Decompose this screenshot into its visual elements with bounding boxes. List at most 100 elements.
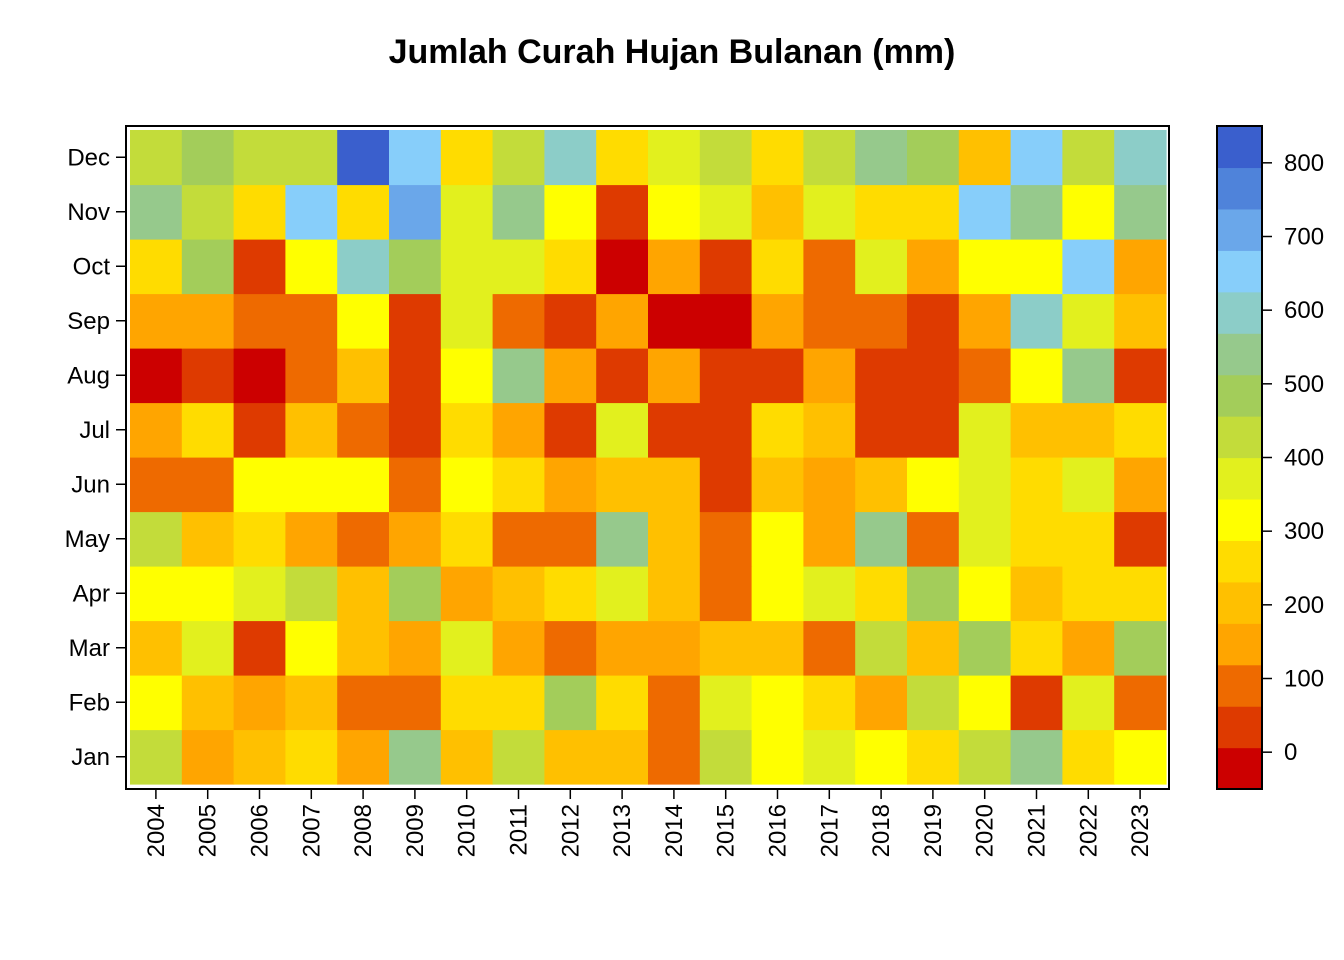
colorbar-tick-label-500: 500 bbox=[1284, 371, 1324, 398]
heatmap-cell-2005-jan bbox=[181, 729, 235, 785]
heatmap-cell-2005-mar bbox=[181, 620, 235, 676]
heatmap-cell-2012-aug bbox=[544, 348, 597, 404]
heatmap-cell-2013-apr bbox=[596, 566, 649, 622]
colorbar-swatch-8 bbox=[1217, 416, 1262, 459]
chart-title: Jumlah Curah Hujan Bulanan (mm) bbox=[389, 33, 956, 71]
heatmap-cell-2005-apr bbox=[181, 566, 235, 622]
colorbar-legend: 0 100 200 300 400 500 600 700 800 bbox=[1216, 125, 1324, 790]
heatmap-cell-2014-may bbox=[648, 511, 701, 567]
heatmap-cell-2019-aug bbox=[907, 348, 960, 404]
heatmap-cell-2015-mar bbox=[699, 620, 753, 676]
heatmap-cell-2017-aug bbox=[803, 348, 856, 404]
heatmap-cell-2014-nov bbox=[648, 184, 701, 240]
colorbar-tick-label-300: 300 bbox=[1284, 518, 1324, 545]
y-tick-label-sep: Sep bbox=[67, 308, 110, 335]
heatmap-cell-2016-nov bbox=[751, 184, 804, 240]
heatmap-cell-2005-nov bbox=[181, 184, 235, 240]
heatmap-cell-2014-sep bbox=[648, 293, 701, 349]
heatmap-cell-2009-jul bbox=[389, 402, 442, 458]
x-tick-label-2005: 2005 bbox=[195, 804, 222, 857]
heatmap-cell-2022-feb bbox=[1062, 675, 1115, 731]
heatmap-cell-2016-jun bbox=[751, 457, 804, 513]
heatmap-cell-2015-aug bbox=[699, 348, 753, 404]
colorbar-swatch-13 bbox=[1217, 208, 1262, 251]
heatmap-cell-2012-may bbox=[544, 511, 597, 567]
x-tick-label-2021: 2021 bbox=[1024, 804, 1051, 857]
heatmap-cell-2017-jun bbox=[803, 457, 856, 513]
heatmap-cell-2009-jan bbox=[389, 729, 442, 785]
heatmap-cell-2018-aug bbox=[855, 348, 908, 404]
heatmap-cell-2010-dec bbox=[440, 130, 494, 186]
x-tick-label-2009: 2009 bbox=[402, 804, 429, 857]
heatmap-cell-2005-may bbox=[181, 511, 235, 567]
y-tick-label-jun: Jun bbox=[71, 471, 110, 498]
y-axis: Jan Feb Mar Apr May Jun Jul Aug Sep Oct Nov Dec bbox=[65, 144, 126, 771]
heatmap-cell-2007-jul bbox=[285, 402, 338, 458]
heatmap-cell-2009-oct bbox=[389, 239, 442, 295]
heatmap-cell-2009-may bbox=[389, 511, 442, 567]
x-tick-label-2014: 2014 bbox=[661, 804, 688, 857]
heatmap-cell-2005-aug bbox=[181, 348, 235, 404]
heatmap-cell-2010-jan bbox=[440, 729, 494, 785]
heatmap-cell-2009-dec bbox=[389, 130, 442, 186]
heatmap-cell-2014-aug bbox=[648, 348, 701, 404]
heatmap-cell-2013-oct bbox=[596, 239, 649, 295]
x-tick-label-2018: 2018 bbox=[868, 804, 895, 857]
heatmap-cell-2022-nov bbox=[1062, 184, 1115, 240]
heatmap-cell-2021-may bbox=[1010, 511, 1063, 567]
x-axis: 2004 2005 2006 2007 2008 2009 2010 2011 2012 2013… bbox=[143, 789, 1154, 857]
heatmap-cell-2009-sep bbox=[389, 293, 442, 349]
colorbar-swatch-5 bbox=[1217, 540, 1262, 583]
heatmap-cell-2018-may bbox=[855, 511, 908, 567]
heatmap-cell-2009-aug bbox=[389, 348, 442, 404]
heatmap-cell-2022-mar bbox=[1062, 620, 1115, 676]
heatmap-cell-2016-jan bbox=[751, 729, 804, 785]
heatmap-cell-2006-nov bbox=[233, 184, 286, 240]
heatmap-cell-2011-may bbox=[492, 511, 545, 567]
heatmap-cell-2004-nov bbox=[130, 184, 183, 240]
heatmap-cell-2010-feb bbox=[440, 675, 494, 731]
colorbar-swatch-0 bbox=[1217, 747, 1262, 790]
x-tick-label-2013: 2013 bbox=[609, 804, 636, 857]
heatmap-cell-2013-feb bbox=[596, 675, 649, 731]
heatmap-cell-2012-nov bbox=[544, 184, 597, 240]
heatmap-cell-2012-jan bbox=[544, 729, 597, 785]
x-tick-label-2023: 2023 bbox=[1127, 804, 1154, 857]
x-tick-label-2017: 2017 bbox=[816, 804, 843, 857]
heatmap-cell-2009-nov bbox=[389, 184, 442, 240]
heatmap-cell-2005-dec bbox=[181, 130, 235, 186]
heatmap-cell-2008-jan bbox=[337, 729, 390, 785]
x-tick-label-2008: 2008 bbox=[350, 804, 377, 857]
heatmap-cell-2007-jun bbox=[285, 457, 338, 513]
y-tick-label-jan: Jan bbox=[71, 744, 110, 771]
heatmap-cell-2010-sep bbox=[440, 293, 494, 349]
heatmap-cell-2017-oct bbox=[803, 239, 856, 295]
colorbar-tick-label-800: 800 bbox=[1284, 150, 1324, 177]
heatmap-cell-2018-jun bbox=[855, 457, 908, 513]
heatmap-cell-2007-nov bbox=[285, 184, 338, 240]
heatmap-cell-2010-mar bbox=[440, 620, 494, 676]
heatmap-cell-2006-aug bbox=[233, 348, 286, 404]
heatmap-cell-2023-jul bbox=[1114, 402, 1167, 458]
heatmap-cell-2013-nov bbox=[596, 184, 649, 240]
heatmap-cell-2012-oct bbox=[544, 239, 597, 295]
heatmap-cell-2004-apr bbox=[130, 566, 183, 622]
heatmap-cell-2019-oct bbox=[907, 239, 960, 295]
heatmap-cell-2008-dec bbox=[337, 130, 390, 186]
heatmap-cell-2015-oct bbox=[699, 239, 753, 295]
heatmap-cell-2006-feb bbox=[233, 675, 286, 731]
colorbar-swatch-2 bbox=[1217, 664, 1262, 707]
heatmap-cell-2023-nov bbox=[1114, 184, 1167, 240]
heatmap-cell-2019-dec bbox=[907, 130, 960, 186]
heatmap-cell-2005-jun bbox=[181, 457, 235, 513]
heatmap-cell-2011-feb bbox=[492, 675, 545, 731]
heatmap-cell-2023-sep bbox=[1114, 293, 1167, 349]
heatmap-cell-2018-jul bbox=[855, 402, 908, 458]
heatmap-cell-2006-mar bbox=[233, 620, 286, 676]
heatmap-cell-2015-nov bbox=[699, 184, 753, 240]
heatmap-cell-2011-nov bbox=[492, 184, 545, 240]
y-tick-label-may: May bbox=[65, 526, 110, 553]
heatmap-cell-2014-apr bbox=[648, 566, 701, 622]
heatmap-cell-2008-apr bbox=[337, 566, 390, 622]
heatmap-cell-2007-dec bbox=[285, 130, 338, 186]
